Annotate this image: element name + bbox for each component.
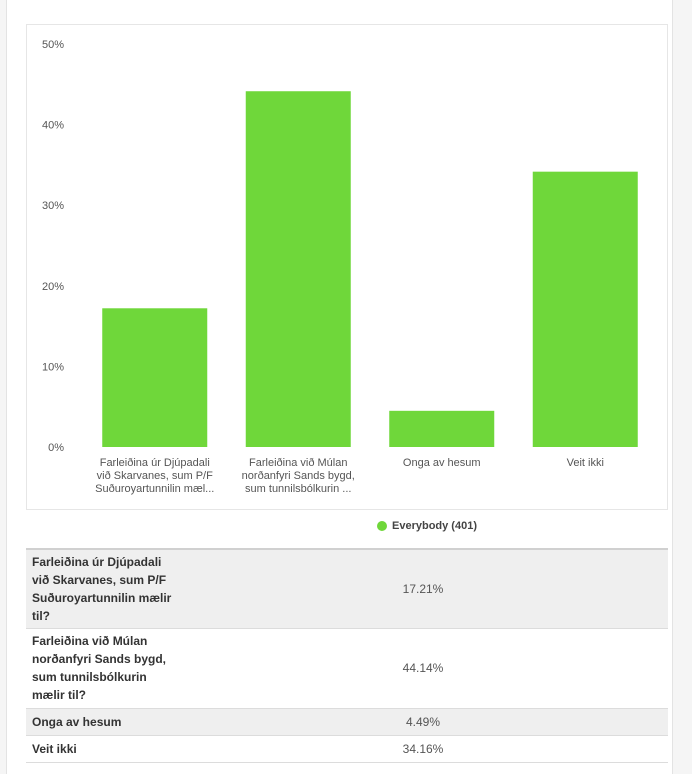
x-tick-label: Farleiðina úr Djúpadali við Skarvanes, su… xyxy=(95,457,214,495)
y-tick-label: 40% xyxy=(42,120,64,132)
x-tick-label: Veit ikki xyxy=(567,457,604,469)
chart-svg: 0% 10% 20% 30% 40% 50% Farleiðina úr Djúpadali… xyxy=(42,39,638,495)
results-table: Farleiðina úr Djúpadali við Skarvanes, su… xyxy=(26,548,668,763)
table-row: Farleiðina við Múlan norðanfyri Sands byg… xyxy=(26,628,668,709)
chart-bar[interactable] xyxy=(245,91,351,447)
table-row: Onga av hesum 4.49% xyxy=(26,708,668,736)
chart-bar[interactable] xyxy=(102,308,208,447)
row-value: 34.16% xyxy=(178,735,668,763)
row-label: Farleiðina úr Djúpadali við Skarvanes, su… xyxy=(26,549,178,629)
legend-item[interactable]: Everybody (401) xyxy=(377,520,477,532)
row-label: Onga av hesum xyxy=(26,708,178,736)
legend-label: Everybody (401) xyxy=(392,520,477,532)
y-tick-label: 30% xyxy=(42,200,64,212)
row-value: 17.21% xyxy=(178,549,668,629)
y-tick-label: 0% xyxy=(48,442,64,454)
y-tick-label: 10% xyxy=(42,361,64,373)
legend-dot-icon xyxy=(377,521,387,531)
x-tick-label: Farleiðina við Múlan norðanfyri Sands byg… xyxy=(242,457,355,495)
results-panel: 0% 10% 20% 30% 40% 50% Farleiðina úr Djúpadali… xyxy=(6,0,673,774)
chart-bar[interactable] xyxy=(389,410,495,447)
bar-chart: 0% 10% 20% 30% 40% 50% Farleiðina úr Djúpadali… xyxy=(26,24,668,510)
chart-legend: Everybody (401) xyxy=(26,520,668,548)
x-tick-label: Onga av hesum xyxy=(403,457,481,469)
y-tick-label: 50% xyxy=(42,39,64,51)
row-label: Farleiðina við Múlan norðanfyri Sands byg… xyxy=(26,628,178,709)
table-row: Veit ikki 34.16% xyxy=(26,735,668,763)
row-label: Veit ikki xyxy=(26,735,178,763)
chart-bar[interactable] xyxy=(532,171,638,447)
row-value: 44.14% xyxy=(178,628,668,709)
table-row: Farleiðina úr Djúpadali við Skarvanes, su… xyxy=(26,549,668,629)
y-tick-label: 20% xyxy=(42,281,64,293)
row-value: 4.49% xyxy=(178,708,668,736)
